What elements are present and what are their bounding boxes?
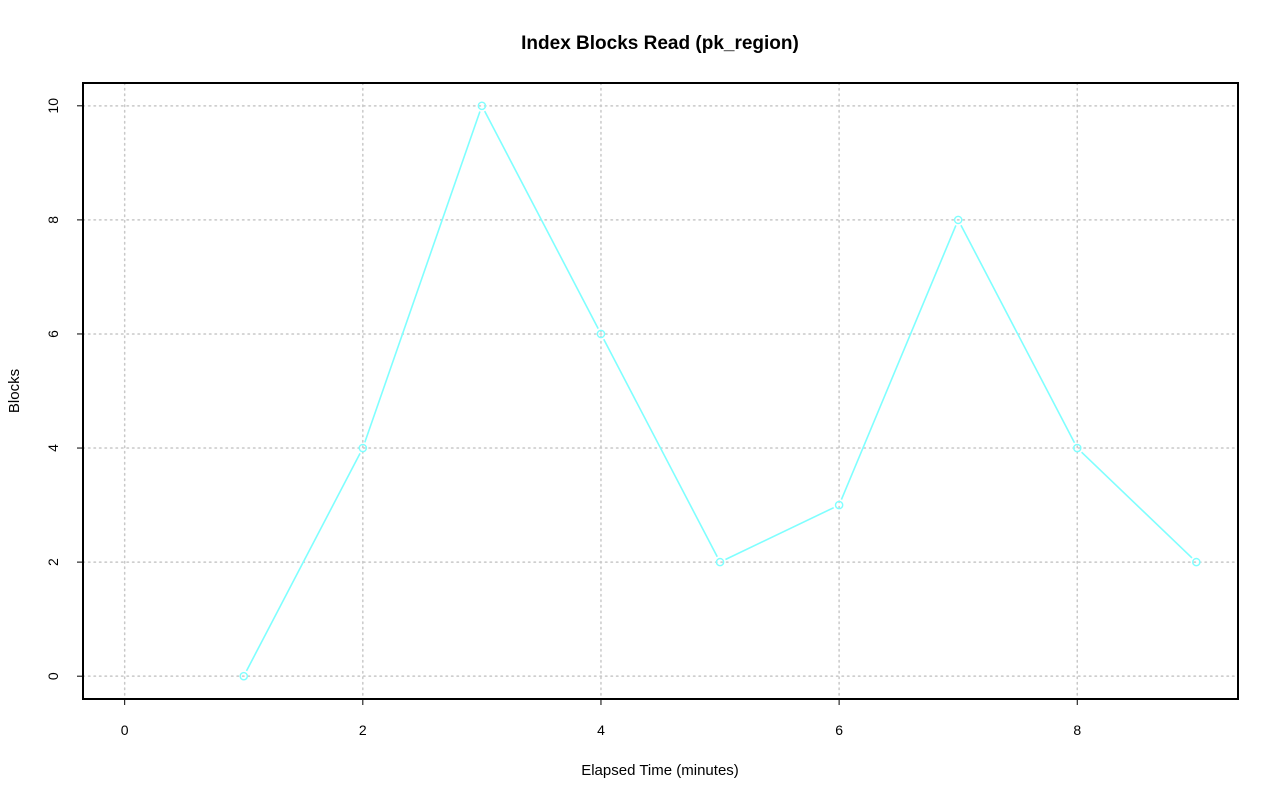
y-tick-label: 4 xyxy=(45,444,61,452)
x-axis: 0 2 4 6 8 xyxy=(121,699,1081,738)
x-tick-label: 8 xyxy=(1073,722,1081,738)
data-point xyxy=(358,443,368,453)
x-tick-label: 6 xyxy=(835,722,843,738)
y-tick-label: 8 xyxy=(45,216,61,224)
series-segment xyxy=(483,110,599,330)
series-segment xyxy=(364,111,481,443)
x-axis-label: Elapsed Time (minutes) xyxy=(581,762,739,779)
data-point xyxy=(1192,557,1201,567)
series-segment xyxy=(245,452,361,672)
series-segment xyxy=(1081,451,1193,559)
y-tick-label: 0 xyxy=(45,672,61,680)
series-segment xyxy=(603,338,718,558)
data-point xyxy=(953,215,963,225)
y-axis: 0 2 4 6 8 10 xyxy=(45,98,83,680)
x-tick-label: 2 xyxy=(359,722,367,738)
data-point xyxy=(1072,443,1082,453)
data-point xyxy=(596,329,606,339)
data-point xyxy=(239,671,249,681)
y-tick-label: 6 xyxy=(45,330,61,338)
chart-title: Index Blocks Read (pk_region) xyxy=(521,33,799,54)
series-segment xyxy=(725,506,835,561)
data-point xyxy=(715,557,725,567)
x-tick-label: 4 xyxy=(597,722,605,738)
series-segment xyxy=(840,225,957,500)
data-point xyxy=(834,500,844,510)
grid xyxy=(82,82,1239,700)
y-tick-label: 10 xyxy=(45,98,61,114)
plot-frame xyxy=(82,82,1239,700)
data-point xyxy=(477,101,487,111)
x-tick-label: 0 xyxy=(121,722,129,738)
y-tick-label: 2 xyxy=(45,558,61,566)
series xyxy=(239,101,1201,681)
y-axis-label: Blocks xyxy=(6,369,23,413)
series-segment xyxy=(960,224,1076,444)
